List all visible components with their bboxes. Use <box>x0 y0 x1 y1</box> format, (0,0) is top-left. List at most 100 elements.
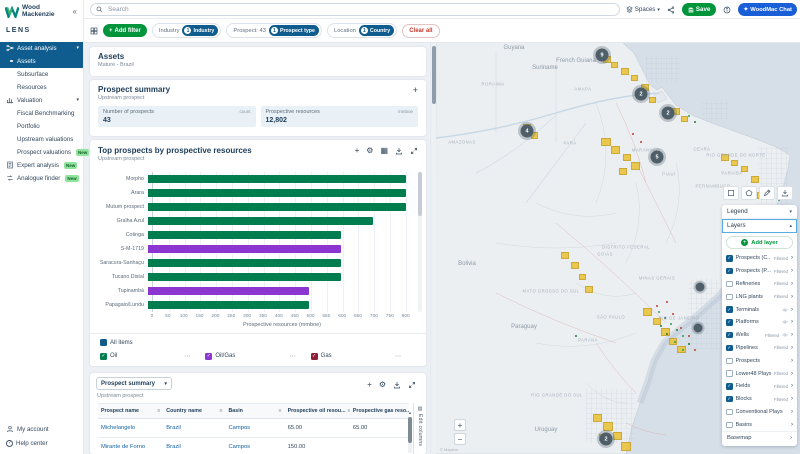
chart-scrollbar[interactable] <box>418 172 422 312</box>
layer-row-basins[interactable]: Basins› <box>722 418 797 431</box>
layer-checkbox[interactable]: ✓ <box>726 396 733 403</box>
sidebar-item-prospect-valuations[interactable]: Prospect valuationsNew <box>0 146 83 159</box>
layer-row-refineries[interactable]: RefineriesFiltered› <box>722 278 797 291</box>
column-header-prospective-oil-resou[interactable]: Prospective oil resou...≡ <box>285 403 350 419</box>
more-options-icon[interactable]: ⋯ <box>184 353 191 360</box>
sidebar-item-asset-analysis[interactable]: Asset analysis▾ <box>0 42 83 55</box>
bar-gralha-azul[interactable]: Gralha Azul <box>96 214 412 228</box>
layer-row-terminals[interactable]: ✓ Terminals› <box>722 303 797 316</box>
map-cluster-marker[interactable]: 4 <box>521 125 534 138</box>
table-icon[interactable]: ▦ <box>380 147 388 155</box>
add-filter-button[interactable]: + Add filter <box>103 24 147 37</box>
table-scrollbar[interactable]: ▲ <box>408 417 412 453</box>
woodmac-chat-button[interactable]: ✦ WoodMac Chat <box>738 3 797 16</box>
edit-columns-tab[interactable]: ▥ Edit columns <box>413 403 426 454</box>
sidebar-item-assets[interactable]: Assets <box>0 55 83 68</box>
layer-row-prospects[interactable]: Prospects› <box>722 354 797 367</box>
layer-checkbox[interactable]: ✓ <box>726 345 733 352</box>
bar-arara[interactable]: Arara <box>96 186 412 200</box>
table-cell[interactable]: Brazil <box>163 438 225 454</box>
add-icon[interactable]: + <box>355 147 360 155</box>
more-options-icon[interactable]: ⋯ <box>290 353 297 360</box>
bar-papagaio-lundu[interactable]: Papagaio/Lundu <box>96 298 412 312</box>
filter-pill-country[interactable]: 1 Country <box>359 25 394 36</box>
layer-row-prospects-p[interactable]: ✓ Prospects (P...Filtered› <box>722 265 797 278</box>
search-box[interactable] <box>90 3 620 16</box>
layer-row-lng-plants[interactable]: LNG plantsFiltered› <box>722 290 797 303</box>
layers-section-header[interactable]: Layers▴ <box>722 219 797 233</box>
layer-row-pipelines[interactable]: ✓ PipelinesFiltered› <box>722 342 797 355</box>
share-icon[interactable] <box>667 6 675 14</box>
filter-pill-prospect-type[interactable]: 1 Prospect type <box>269 25 319 36</box>
sidebar-item-valuation[interactable]: Valuation▾ <box>0 94 83 107</box>
add-icon[interactable]: + <box>367 381 372 389</box>
map-marker[interactable] <box>696 283 705 292</box>
bar-tupinamb[interactable]: Tupinambá <box>96 284 412 298</box>
map-download-icon[interactable] <box>777 186 793 200</box>
map-marker[interactable] <box>694 324 703 333</box>
bar-tucano-distal[interactable]: Tucano Distal <box>96 270 412 284</box>
layer-checkbox[interactable] <box>726 409 733 416</box>
save-button[interactable]: Save <box>682 3 716 16</box>
add-layer-button[interactable]: + Add layer <box>726 236 793 249</box>
sidebar-item-fiscal-benchmarking[interactable]: Fiscal Benchmarking <box>0 107 83 120</box>
sidebar-item-resources[interactable]: Resources <box>0 81 83 94</box>
bar-mutum-prospect[interactable]: Mutum prospect <box>96 200 412 214</box>
download-icon[interactable] <box>395 147 403 155</box>
layer-checkbox[interactable] <box>726 294 733 301</box>
table-view-select[interactable]: Prospect summary▾ <box>96 377 172 390</box>
filter-pill-industry[interactable]: 1 Industry <box>182 25 218 36</box>
layer-checkbox[interactable]: ✓ <box>726 255 733 262</box>
add-metric-button[interactable]: + <box>413 86 418 95</box>
column-menu-icon[interactable]: ≡ <box>157 408 160 414</box>
layer-checkbox[interactable] <box>726 358 733 365</box>
bar-s-m-1719[interactable]: S-M-1719 <box>96 242 412 256</box>
table-cell[interactable]: Brazil <box>163 419 225 438</box>
layer-row-lower48-plays[interactable]: Lower48 PlaysFiltered› <box>722 367 797 380</box>
bar-morpho[interactable]: Morpho <box>96 172 412 186</box>
table-cell[interactable]: Michelangelo <box>98 419 163 438</box>
layer-row-wells[interactable]: ✓ WellsFiltered› <box>722 329 797 342</box>
basemap-row[interactable]: Basemap› <box>722 431 797 444</box>
column-menu-icon[interactable]: ≡ <box>220 408 223 414</box>
view-grid-icon[interactable] <box>90 27 98 35</box>
sidebar-item-analogue-finder[interactable]: Analogue finderNew <box>0 172 83 185</box>
legend-checkbox-oil[interactable]: ✓ <box>100 353 107 360</box>
clear-all-button[interactable]: Clear all <box>402 24 439 38</box>
sidebar-item-subsurface[interactable]: Subsurface <box>0 68 83 81</box>
layer-row-blocks[interactable]: ✓ BlocksFiltered› <box>722 393 797 406</box>
layer-row-conventional-plays[interactable]: Conventional Plays› <box>722 406 797 419</box>
table-cell[interactable]: Campos <box>225 438 284 454</box>
layer-checkbox[interactable] <box>726 422 733 429</box>
layer-checkbox[interactable]: ✓ <box>726 332 733 339</box>
bar-saracura-sanha-u[interactable]: Saracura-Sanhaçu <box>96 256 412 270</box>
zoom-out-button[interactable]: − <box>454 433 466 445</box>
layer-row-fields[interactable]: ✓ FieldsFiltered› <box>722 380 797 393</box>
measure-icon[interactable] <box>759 186 775 200</box>
table-cell[interactable]: Mirante de Forno <box>98 438 163 454</box>
column-header-country-name[interactable]: Country name≡ <box>163 403 225 419</box>
layer-row-platforms[interactable]: ✓ Platforms› <box>722 316 797 329</box>
column-header-basin[interactable]: Basin≡ <box>225 403 284 419</box>
rectangle-select-icon[interactable] <box>723 186 739 200</box>
zoom-in-button[interactable]: + <box>454 419 466 431</box>
sidebar-item-my-account[interactable]: My account <box>0 422 83 436</box>
bar-cotinga[interactable]: Cotinga <box>96 228 412 242</box>
visibility-icon[interactable] <box>782 319 788 325</box>
sidebar-item-help-center[interactable]: ?Help center <box>0 436 83 450</box>
sidebar-item-portfolio[interactable]: Portfolio <box>0 120 83 133</box>
layer-checkbox[interactable] <box>726 370 733 377</box>
expand-icon[interactable] <box>410 147 418 155</box>
map-cluster-marker[interactable]: 2 <box>600 433 613 446</box>
layer-row-prospects-c[interactable]: ✓ Prospects (C...Filtered› <box>722 252 797 265</box>
spaces-button[interactable]: Spaces▾ <box>626 6 660 13</box>
column-header-prospective-gas-reso[interactable]: Prospective gas reso...≡ <box>350 403 409 419</box>
visibility-icon[interactable] <box>782 332 788 338</box>
layer-checkbox[interactable]: ✓ <box>726 306 733 313</box>
more-options-icon[interactable]: ⋯ <box>395 353 402 360</box>
layer-checkbox[interactable]: ✓ <box>726 319 733 326</box>
table-row[interactable]: MichelangeloBrazilCampos65.0065.00 <box>98 419 409 438</box>
visibility-icon[interactable] <box>782 307 788 313</box>
legend-checkbox-gas[interactable]: ✓ <box>311 353 318 360</box>
download-icon[interactable] <box>393 381 401 389</box>
